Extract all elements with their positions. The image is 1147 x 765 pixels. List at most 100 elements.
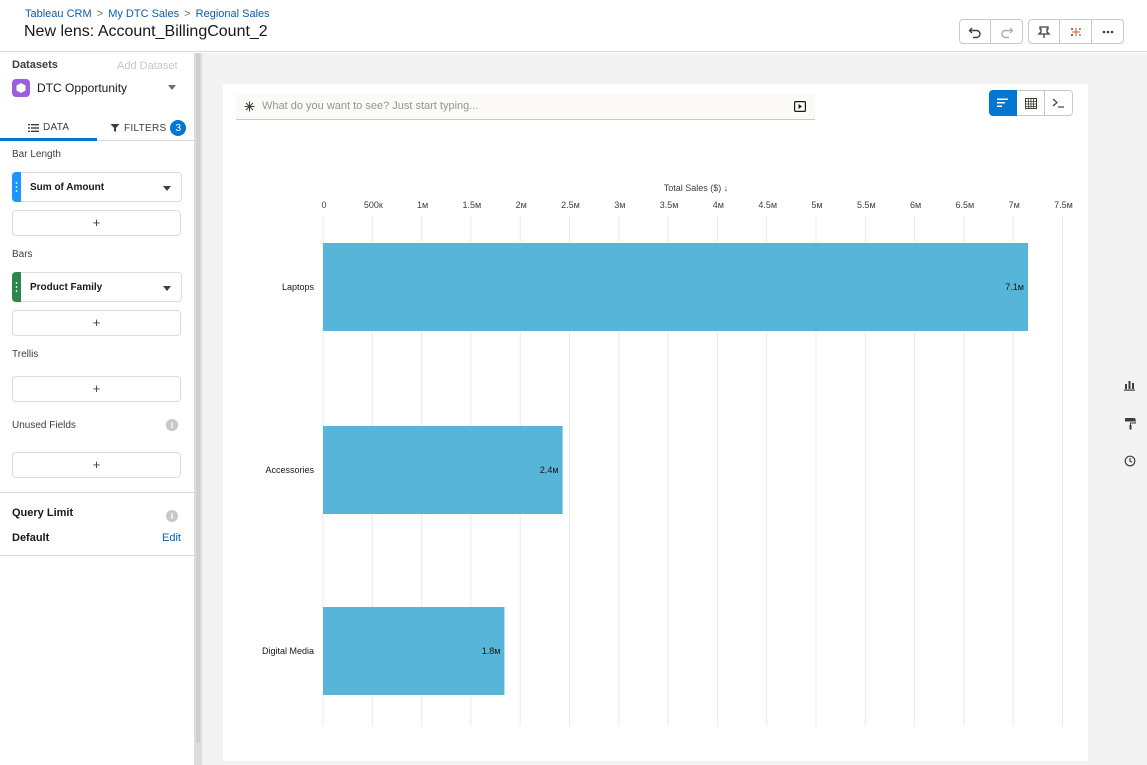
- play-icon[interactable]: [794, 101, 806, 112]
- breadcrumb-separator: >: [96, 8, 104, 20]
- bar[interactable]: [323, 243, 1028, 331]
- x-axis-ticks: 0 500к 1м 1.5м 2м 2.5м 3м 3.5м 4м 4.5м 5м 5.5м 6м 6.5…: [321, 200, 1072, 210]
- bars-label: Bars: [12, 249, 33, 260]
- left-panel: Datasets Add Dataset DTC Opportunity DAT…: [0, 53, 194, 765]
- bar-length-label: Bar Length: [12, 149, 61, 160]
- x-tick-label: 6.5м: [956, 200, 975, 210]
- breadcrumb: Tableau CRM > My DTC Sales > Regional Sa…: [25, 8, 270, 20]
- panel-tabs: DATA FILTERS 3: [0, 117, 194, 141]
- table-view-button[interactable]: [1017, 90, 1045, 116]
- bars-field-name: Product Family: [30, 282, 103, 293]
- undo-button[interactable]: [959, 19, 991, 44]
- breadcrumb-separator: >: [184, 8, 191, 20]
- divider: [0, 555, 194, 556]
- view-toggle-group: [989, 90, 1073, 116]
- filter-icon: [110, 124, 120, 132]
- panel-scrollbar[interactable]: [196, 53, 200, 743]
- list-icon: [28, 123, 39, 132]
- x-axis-label: Total Sales ($) ↓: [664, 183, 729, 193]
- x-tick-label: 3м: [614, 200, 625, 210]
- trellis-label: Trellis: [12, 349, 39, 360]
- dataset-name[interactable]: DTC Opportunity: [37, 81, 128, 95]
- tableau-button[interactable]: [1060, 19, 1092, 44]
- chart-icon: [997, 98, 1008, 107]
- bar-length-field-name: Sum of Amount: [30, 182, 105, 193]
- chart-view-button[interactable]: [989, 90, 1017, 116]
- search-bar: [236, 94, 815, 120]
- history-icon[interactable]: [1122, 453, 1138, 469]
- x-tick-label: 500к: [364, 200, 383, 210]
- query-limit-value: Default: [12, 532, 50, 544]
- query-limit-label: Query Limit: [12, 507, 74, 519]
- page-title: New lens: Account_BillingCount_2: [24, 23, 268, 40]
- query-view-button[interactable]: [1045, 90, 1073, 116]
- x-tick-label: 6м: [910, 200, 921, 210]
- filters-count-badge: 3: [170, 120, 187, 136]
- table-icon: [1024, 97, 1037, 109]
- chevron-down-icon[interactable]: [163, 286, 171, 291]
- x-tick-label: 4м: [713, 200, 724, 210]
- pin-icon: [1037, 25, 1051, 38]
- bar-data-label: 2.4м: [540, 465, 559, 475]
- tab-filters[interactable]: FILTERS 3: [110, 120, 187, 136]
- add-trellis-button[interactable]: +: [12, 376, 181, 402]
- drag-handle-icon[interactable]: [12, 172, 21, 202]
- bar[interactable]: [323, 607, 505, 695]
- pin-button[interactable]: [1028, 19, 1060, 44]
- x-tick-label: 1м: [417, 200, 428, 210]
- add-bar-length-button[interactable]: +: [12, 210, 181, 236]
- x-tick-label: 7м: [1009, 200, 1020, 210]
- y-category-label: Digital Media: [262, 646, 314, 656]
- x-tick-label: 5.5м: [857, 200, 876, 210]
- format-icon[interactable]: [1122, 415, 1138, 431]
- divider: [0, 492, 194, 493]
- x-tick-label: 1.5м: [463, 200, 482, 210]
- breadcrumb-link-regional-sales[interactable]: Regional Sales: [195, 8, 270, 20]
- add-dataset-link[interactable]: Add Dataset: [117, 60, 178, 72]
- bar-length-field-pill[interactable]: Sum of Amount: [12, 172, 182, 202]
- unused-fields-label: Unused Fields: [12, 420, 76, 431]
- drag-handle-icon[interactable]: [12, 272, 21, 302]
- x-tick-label: 7.5м: [1054, 200, 1073, 210]
- breadcrumb-link-my-dtc-sales[interactable]: My DTC Sales: [108, 8, 180, 20]
- y-category-label: Laptops: [282, 282, 315, 292]
- redo-button[interactable]: [991, 19, 1023, 44]
- info-icon[interactable]: i: [166, 510, 178, 522]
- x-tick-label: 0: [321, 200, 326, 210]
- redo-icon: [1000, 27, 1013, 38]
- x-tick-label: 5м: [811, 200, 822, 210]
- more-icon: [1102, 30, 1113, 33]
- x-tick-label: 3.5м: [660, 200, 679, 210]
- tab-filters-label: FILTERS: [124, 122, 167, 134]
- dataset-dropdown-icon[interactable]: [168, 85, 176, 90]
- query-icon: [1052, 98, 1064, 108]
- more-button[interactable]: [1092, 19, 1124, 44]
- breadcrumb-link-tableau-crm[interactable]: Tableau CRM: [25, 8, 92, 20]
- tab-data-label: DATA: [43, 122, 70, 133]
- header: Tableau CRM > My DTC Sales > Regional Sa…: [0, 0, 1147, 52]
- y-category-label: Accessories: [265, 465, 314, 475]
- tableau-icon: [1070, 27, 1081, 36]
- sparkle-icon: [244, 101, 255, 112]
- info-icon[interactable]: i: [166, 419, 178, 431]
- bars-field-pill[interactable]: Product Family: [12, 272, 182, 302]
- bar[interactable]: [323, 426, 563, 514]
- actions-group: [1028, 19, 1124, 44]
- bars: Laptops 7.1м Accessories 2.4м Digital Media 1…: [262, 243, 1028, 695]
- add-bars-button[interactable]: +: [12, 310, 181, 336]
- tab-data[interactable]: DATA: [28, 122, 69, 133]
- bar-data-label: 7.1м: [1005, 282, 1024, 292]
- add-unused-field-button[interactable]: +: [12, 452, 181, 478]
- undo-redo-group: [959, 19, 1023, 44]
- undo-icon: [968, 27, 981, 38]
- datasets-label: Datasets: [12, 59, 58, 71]
- x-tick-label: 2.5м: [561, 200, 580, 210]
- chart-properties-icon[interactable]: [1122, 377, 1138, 393]
- x-tick-label: 4.5м: [758, 200, 777, 210]
- edit-query-limit-link[interactable]: Edit: [162, 532, 181, 544]
- x-tick-label: 2м: [516, 200, 527, 210]
- chevron-down-icon[interactable]: [163, 186, 171, 191]
- dataset-icon: [12, 79, 30, 97]
- search-input[interactable]: [262, 100, 782, 112]
